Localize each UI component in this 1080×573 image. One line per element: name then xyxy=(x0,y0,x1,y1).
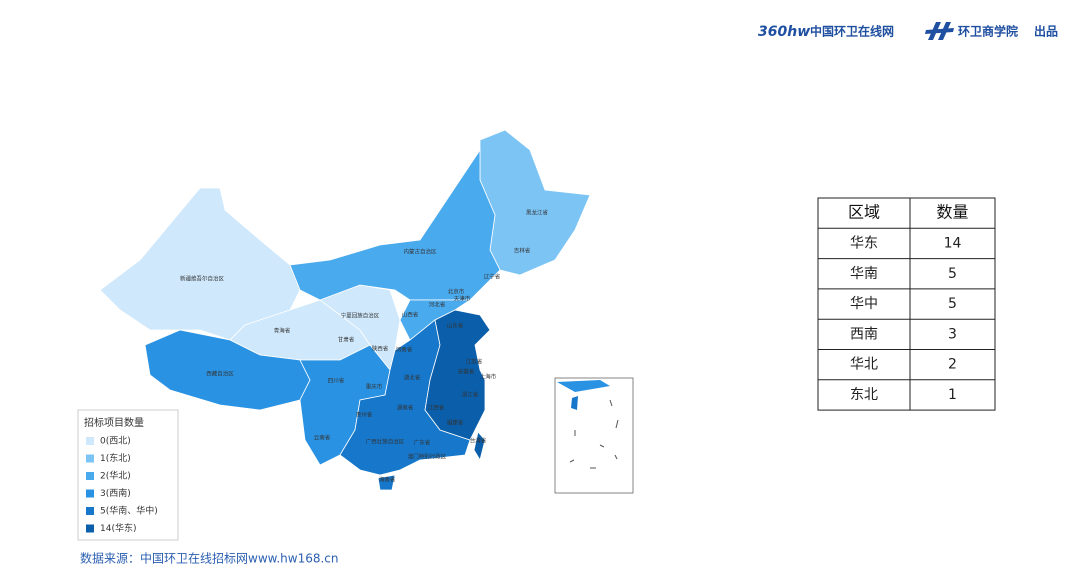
province-label: 新疆维吾尔自治区 xyxy=(180,275,225,283)
province-label: 辽宁省 xyxy=(484,273,501,281)
legend-title: 招标项目数量 xyxy=(84,416,144,429)
province-label: 贵州省 xyxy=(356,411,373,419)
province-label: 四川省 xyxy=(328,377,345,385)
region-taiwan xyxy=(473,431,486,462)
province-label: 内蒙古自治区 xyxy=(403,248,437,256)
region-north xyxy=(289,148,501,301)
province-label: 福建省 xyxy=(447,419,464,427)
legend-swatch xyxy=(86,472,94,480)
province-label: 台湾省 xyxy=(470,437,487,445)
table-cell: 华东 xyxy=(850,235,878,251)
province-label: 湖北省 xyxy=(404,374,421,382)
table-cell: 5 xyxy=(948,266,957,282)
legend-swatch xyxy=(86,507,94,515)
province-label: 西藏自治区 xyxy=(206,370,234,378)
province-label: 澳门特别行政区 xyxy=(408,453,447,461)
province-label: 安徽省 xyxy=(458,368,475,376)
province-label: 广东省 xyxy=(414,439,431,447)
legend-label: 3(西南) xyxy=(100,487,131,499)
province-label: 甘肃省 xyxy=(338,336,355,344)
province-label: 吉林省 xyxy=(514,247,531,255)
table-frame xyxy=(817,197,996,411)
legend-label: 1(东北) xyxy=(100,452,131,464)
legend: 0(西北) 1(东北) 2(华北) 3(西南) 5(华南、华中) 14(华东) xyxy=(86,436,158,534)
province-label: 黑龙江省 xyxy=(526,209,549,217)
province-label: 江苏省 xyxy=(466,358,483,366)
table-header: 区域 xyxy=(848,203,880,222)
inset-coast xyxy=(557,380,610,392)
province-label: 天津市 xyxy=(454,295,471,303)
region-east xyxy=(424,309,491,441)
province-label: 青海省 xyxy=(274,327,291,335)
source: 数据来源：中国环卫在线招标网www.hw168.cn xyxy=(80,551,339,566)
legend-label: 5(华南、华中) xyxy=(100,505,158,517)
province-label: 浙江省 xyxy=(462,391,479,399)
province-label: 上海市 xyxy=(480,373,497,381)
legend-label: 14(华东) xyxy=(100,522,136,534)
province-label: 广西壮族自治区 xyxy=(366,438,405,446)
legend-swatch xyxy=(86,437,94,445)
legend-label: 0(西北) xyxy=(100,436,131,447)
table-cell: 华南 xyxy=(850,266,878,282)
table-cell: 14 xyxy=(944,235,962,251)
table-cell: 5 xyxy=(948,296,957,312)
legend-swatch xyxy=(86,454,94,463)
province-label: 河北省 xyxy=(429,301,446,309)
province-label: 重庆市 xyxy=(366,383,383,391)
province-label: 江西省 xyxy=(428,404,445,412)
legend-label: 2(华北) xyxy=(100,470,131,482)
legend-swatch xyxy=(86,524,94,533)
province-label: 北京市 xyxy=(448,288,465,296)
province-label: 湖南省 xyxy=(397,404,414,412)
map xyxy=(99,129,591,491)
province-label: 云南省 xyxy=(314,434,331,442)
province-label: 陕西省 xyxy=(372,345,389,353)
inset-hainan xyxy=(571,396,578,410)
site-name: 中国环卫在线网 xyxy=(810,24,894,39)
legend-frame xyxy=(77,409,179,541)
table-header: 数量 xyxy=(936,203,968,222)
province-label: 河南省 xyxy=(396,346,413,354)
province-label: 宁夏回族自治区 xyxy=(341,312,380,320)
table-cell: 西南 xyxy=(850,326,878,342)
table-cell: 3 xyxy=(948,326,957,342)
inset-islands xyxy=(569,399,619,469)
logo: 360hw xyxy=(758,24,810,40)
suffix: 出品 xyxy=(1034,24,1058,39)
province-label: 山东省 xyxy=(447,322,464,330)
academy-name: 环卫商学院 xyxy=(958,24,1018,39)
table-cell: 2 xyxy=(948,357,957,373)
inset-frame xyxy=(554,377,634,494)
table-cell: 华北 xyxy=(850,357,878,373)
academy-icon xyxy=(925,22,954,40)
region-hainan xyxy=(377,474,396,491)
legend-swatch xyxy=(86,489,94,498)
region-northeast xyxy=(479,129,591,276)
table-cell: 东北 xyxy=(850,387,878,403)
table-cell: 华中 xyxy=(850,296,878,312)
table-cell: 1 xyxy=(948,387,957,403)
province-label: 山西省 xyxy=(402,311,419,319)
province-label: 海南省 xyxy=(379,476,396,484)
